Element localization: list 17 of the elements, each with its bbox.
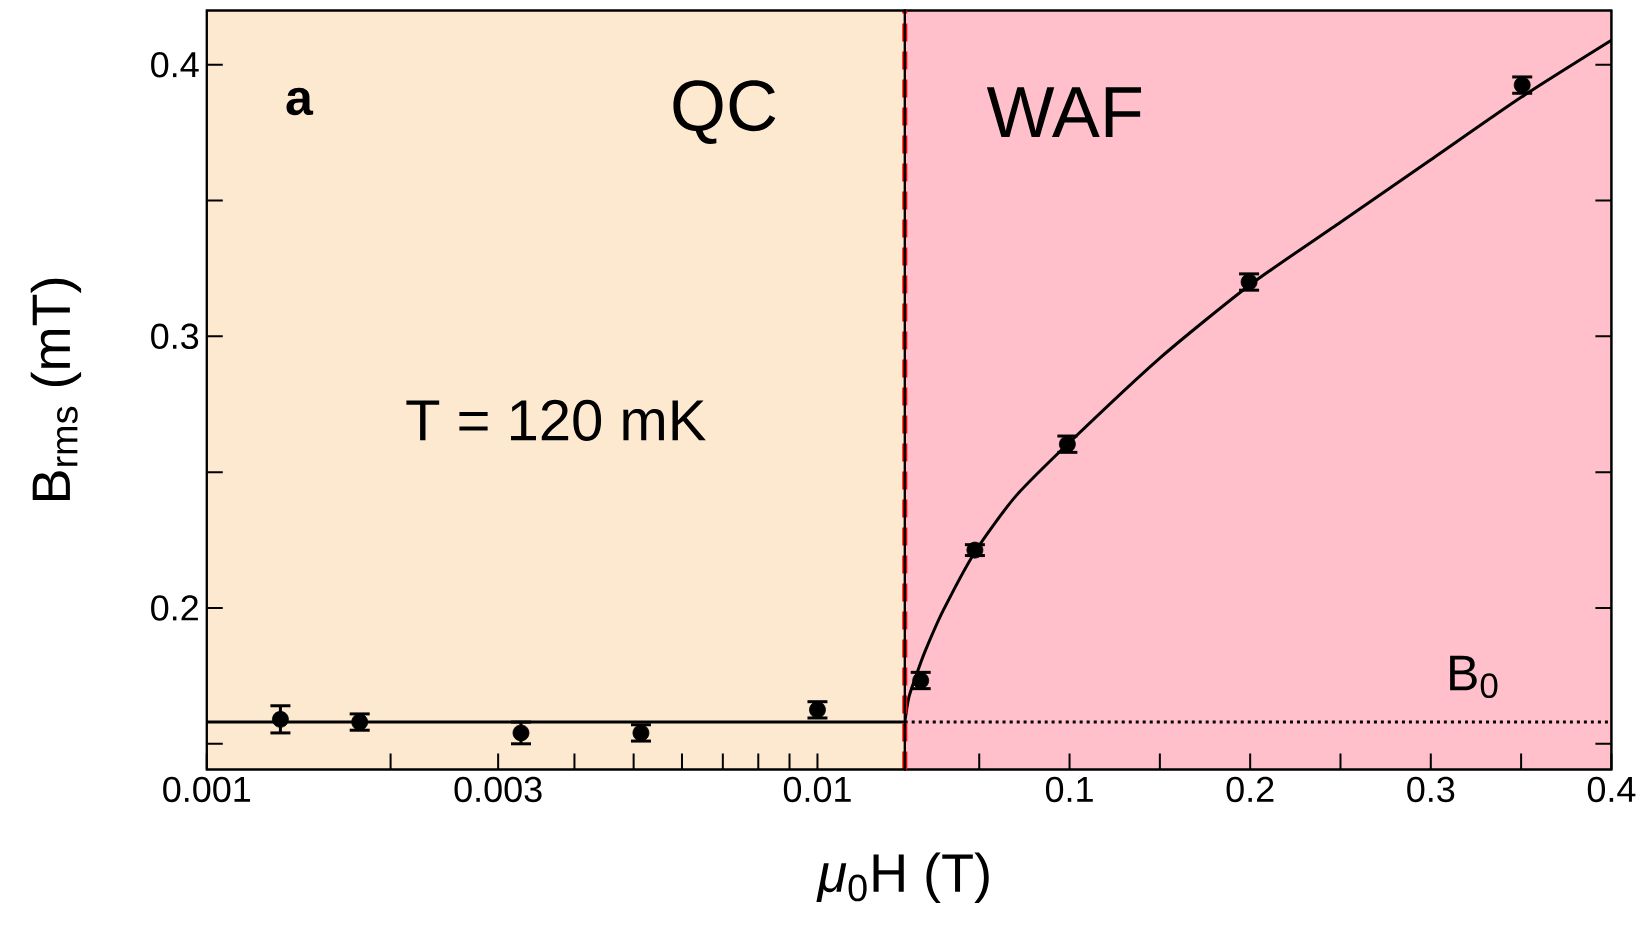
y-tick-label: 0.3 [151, 323, 199, 350]
annotation: QC [673, 80, 776, 145]
annotation: a [286, 87, 314, 116]
x-axis-title: μ$_{0}$H (T) [816, 852, 989, 903]
x-tick-label: 0.2 [1226, 776, 1274, 803]
x-tick-label: 0.001 [163, 776, 251, 803]
y-tick-label: 0.2 [151, 595, 198, 621]
annotation: T = 120 mK [406, 399, 706, 441]
x-tick-label: 0.01 [783, 776, 851, 803]
annotation: B$_{0}$ [1450, 655, 1498, 699]
x-tick-label: 0.3 [1407, 776, 1455, 803]
x-tick-label: 0.4 [1587, 776, 1636, 803]
y-tick-label: 0.4 [151, 51, 199, 78]
annotation: WAF [986, 87, 1141, 137]
y-axis-title: B$_{rms}$ (mT) [30, 278, 82, 501]
x-tick-label: 0.003 [454, 776, 542, 803]
x-tick-label: 0.1 [1045, 776, 1093, 803]
